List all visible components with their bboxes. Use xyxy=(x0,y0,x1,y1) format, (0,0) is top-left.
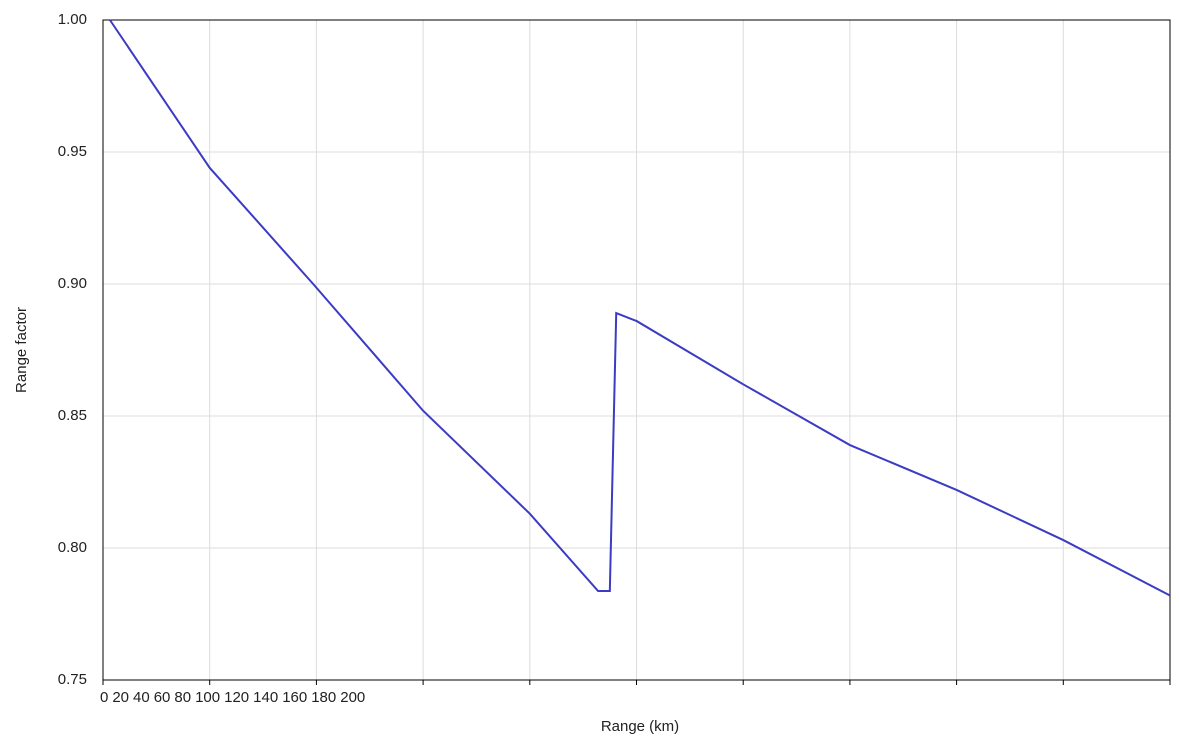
x-tick-label: 160 xyxy=(282,689,307,706)
x-tick-label: 120 xyxy=(224,689,249,706)
x-tick-label: 180 xyxy=(311,689,336,706)
x-axis-label: Range (km) xyxy=(601,718,679,735)
x-tick-label: 140 xyxy=(253,689,278,706)
x-tick-label: 60 xyxy=(154,689,171,706)
y-tick-label: 0.95 xyxy=(58,143,87,160)
y-tick-label: 0.80 xyxy=(58,539,87,556)
plot-frame xyxy=(102,19,1171,681)
x-tick-label: 80 xyxy=(174,689,191,706)
y-tick-label: 0.85 xyxy=(58,407,87,424)
x-tick-label: 200 xyxy=(340,689,365,706)
y-tick-label: 1.00 xyxy=(58,11,87,28)
x-tick-label: 40 xyxy=(133,689,150,706)
y-tick-label: 0.90 xyxy=(58,275,87,292)
x-tick-label: 100 xyxy=(195,689,220,706)
data-line xyxy=(109,19,1171,597)
x-tick-label: 20 xyxy=(112,689,129,706)
y-tick-label: 0.75 xyxy=(58,671,87,688)
x-tick-labels: 0 20 40 60 80 100 120 140 160 180 200 xyxy=(100,689,365,706)
x-tick-label: 0 xyxy=(100,689,108,706)
y-axis-label: Range factor xyxy=(13,307,30,393)
